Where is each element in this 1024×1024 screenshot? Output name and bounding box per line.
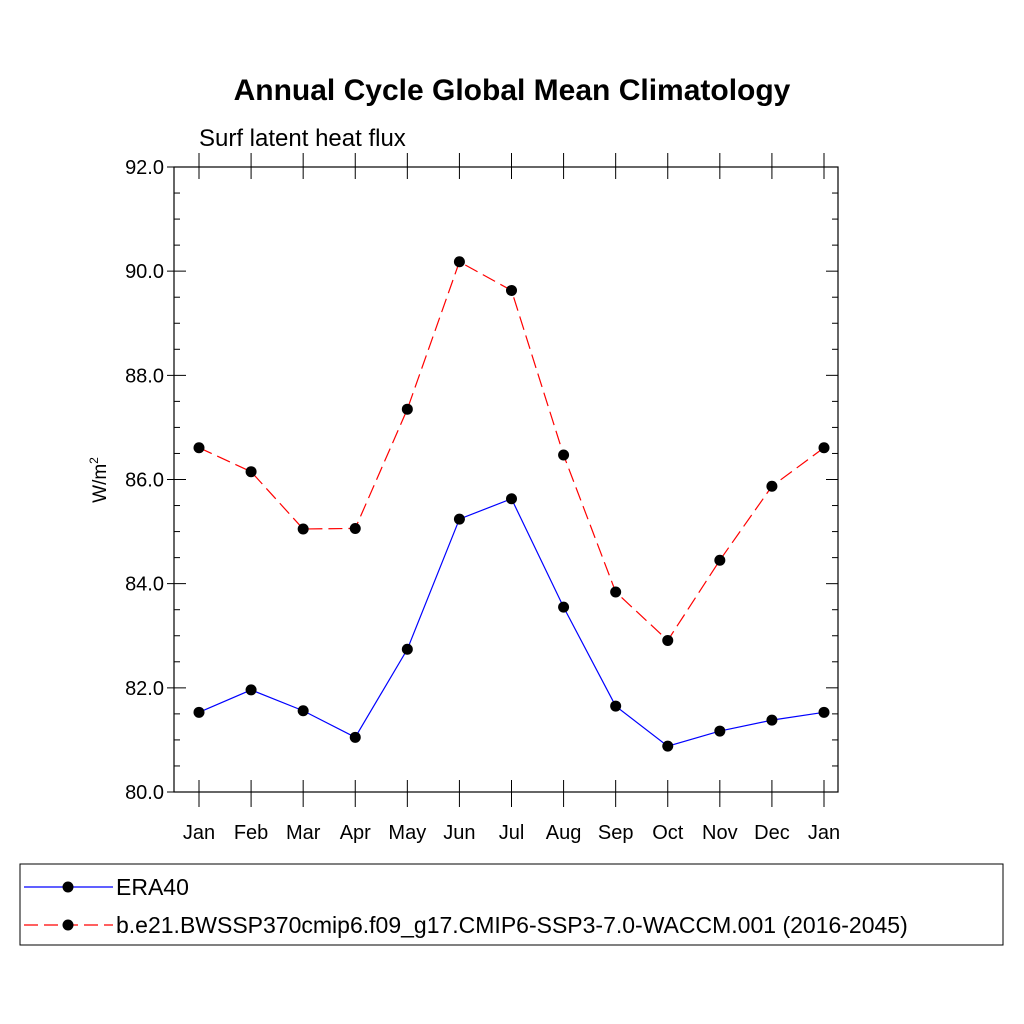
legend-swatch-marker-2 <box>62 919 74 931</box>
series-1-point <box>558 601 570 613</box>
series-1-point <box>714 725 726 737</box>
y-tick-label: 92.0 <box>125 157 164 179</box>
y-tick-label: 88.0 <box>125 365 164 387</box>
legend-label-2: b.e21.BWSSP370cmip6.f09_g17.CMIP6-SSP3-7… <box>116 912 908 938</box>
series-2-point <box>662 634 674 646</box>
x-tick-label: Nov <box>702 822 738 844</box>
series-1-point <box>245 684 257 696</box>
y-tick-label: 86.0 <box>125 470 164 492</box>
chart-subtitle: Surf latent heat flux <box>199 125 406 152</box>
series-1-point <box>610 700 622 712</box>
y-axis-label-superscript: 2 <box>87 457 101 464</box>
x-tick-label: Aug <box>546 822 582 844</box>
series-1-point <box>297 705 309 717</box>
series-2-point <box>766 480 778 492</box>
legend-label-1: ERA40 <box>116 874 189 900</box>
series-2-point <box>453 256 465 268</box>
x-tick-label: Jul <box>499 822 525 844</box>
series-1-point <box>193 706 205 718</box>
y-tick-labels: 80.0 82.0 84.0 86.0 88.0 90.0 92.0 <box>125 157 164 804</box>
x-tick-label: Oct <box>652 822 684 844</box>
series-1-point <box>662 740 674 752</box>
series-line-1 <box>198 498 825 747</box>
y-tick-label: 90.0 <box>125 261 164 283</box>
series-layer <box>193 256 830 752</box>
y-axis-label: W/m2 <box>87 457 111 503</box>
series-1-point <box>453 513 465 525</box>
series-2-point <box>714 554 726 566</box>
x-tick-label: Feb <box>234 822 268 844</box>
y-tick-label: 80.0 <box>125 782 164 804</box>
series-2-point <box>349 522 361 534</box>
series-2-point <box>506 284 517 296</box>
x-tick-label: Jun <box>443 822 475 844</box>
chart-title: Annual Cycle Global Mean Climatology <box>234 74 791 107</box>
series-1-point <box>349 731 361 743</box>
series-line-2 <box>198 260 825 642</box>
series-2-point <box>297 523 309 535</box>
series-2-point <box>193 442 205 454</box>
x-tick-label: Jan <box>808 822 840 844</box>
series-2-point <box>558 449 570 461</box>
x-tick-label: Sep <box>598 822 634 844</box>
plot-frame <box>173 166 839 793</box>
series-2-point <box>401 403 413 415</box>
y-tick-label: 82.0 <box>125 678 164 700</box>
x-tick-label: Apr <box>340 822 371 844</box>
x-tick-label: Mar <box>286 822 321 844</box>
series-1-point <box>766 714 778 726</box>
x-tick-label: Dec <box>754 822 790 844</box>
axis-ticks <box>167 153 838 807</box>
y-tick-label: 84.0 <box>125 574 164 596</box>
series-2-point <box>818 442 830 454</box>
series-2-point <box>245 466 257 478</box>
series-1-point <box>506 493 517 505</box>
x-tick-label: May <box>388 822 426 844</box>
x-tick-labels: Jan Feb Mar Apr May Jun Jul Aug Sep Oct Nov Dec Jan <box>183 822 840 844</box>
x-tick-label: Jan <box>183 822 215 844</box>
series-2-point <box>610 586 622 598</box>
legend-swatch-marker-1 <box>62 881 74 893</box>
series-1-point <box>401 643 413 655</box>
series-1-point <box>818 706 830 718</box>
legend-box <box>19 863 1004 946</box>
legend: ERA40 b.e21.BWSSP370cmip6.f09_g17.CMIP6-S… <box>24 874 908 938</box>
